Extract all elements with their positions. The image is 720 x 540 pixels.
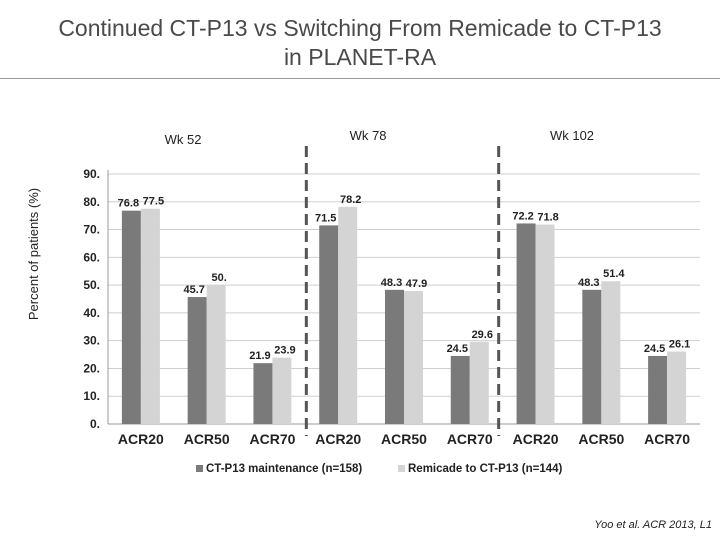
y-tick-label: 90. <box>83 167 100 181</box>
bar <box>535 224 555 424</box>
data-label: 72.2 <box>512 210 533 222</box>
data-label: 76.8 <box>118 198 139 210</box>
legend-label: Remicade to CT-P13 (n=144) <box>408 463 563 475</box>
period-label: Wk 52 <box>165 132 202 147</box>
title-divider <box>0 78 720 79</box>
x-tick-label: ACR50 <box>381 431 427 447</box>
x-tick-label: ACR20 <box>315 431 361 447</box>
x-tick-label: ACR20 <box>513 431 559 447</box>
bar <box>450 355 470 424</box>
x-tick-label: ACR70 <box>447 431 493 447</box>
bar <box>582 289 602 424</box>
data-label: 48.3 <box>381 277 402 289</box>
data-label: 23.9 <box>274 345 295 357</box>
x-tick-label: ACR50 <box>184 431 230 447</box>
data-label: 26.1 <box>669 339 690 351</box>
bar <box>516 223 536 424</box>
data-label: 48.3 <box>578 277 599 289</box>
data-label: 78.2 <box>340 194 361 206</box>
bar <box>469 341 489 424</box>
bar <box>272 357 292 424</box>
legend-label: CT-P13 maintenance (n=158) <box>206 463 362 475</box>
citation: Yoo et al. ACR 2013, L1 <box>594 519 712 531</box>
bar <box>187 297 207 424</box>
x-tick-label: ACR50 <box>578 431 624 447</box>
x-tick-label: ACR70 <box>644 431 690 447</box>
y-tick-label: 10. <box>83 389 100 403</box>
slide-title: Continued CT-P13 vs Switching From Remic… <box>0 14 720 72</box>
x-tick-label: ACR70 <box>249 431 295 447</box>
y-tick-label: 60. <box>83 250 100 264</box>
bar <box>206 285 226 424</box>
bar <box>404 290 423 424</box>
bar <box>385 289 404 424</box>
bar <box>121 210 141 424</box>
bar <box>338 206 358 424</box>
data-label: 21.9 <box>249 350 270 362</box>
bar <box>253 363 273 424</box>
data-label: 51.4 <box>603 268 625 280</box>
bar <box>140 208 160 424</box>
data-label: 29.6 <box>472 329 493 341</box>
legend-swatch <box>398 465 405 472</box>
bar <box>319 225 339 424</box>
y-tick-label: 70. <box>83 223 100 237</box>
data-label: 71.8 <box>537 212 558 224</box>
title-line-1: Continued CT-P13 vs Switching From Remic… <box>58 15 662 41</box>
data-label: 45.7 <box>183 284 204 296</box>
data-label: 71.5 <box>315 212 336 224</box>
y-axis-label: Percent of patients (%) <box>26 188 41 320</box>
data-label: 77.5 <box>143 196 164 208</box>
bar <box>601 281 621 424</box>
title-line-2: in PLANET-RA <box>283 44 437 70</box>
data-label: 50. <box>212 272 227 284</box>
bar <box>667 351 687 424</box>
data-label: 24.5 <box>644 343 665 355</box>
period-label: Wk 102 <box>550 128 594 143</box>
period-label: Wk 78 <box>350 128 387 143</box>
y-tick-label: 40. <box>83 306 100 320</box>
x-tick-label: ACR20 <box>118 431 164 447</box>
bar <box>648 355 668 424</box>
data-label: 47.9 <box>406 278 427 290</box>
y-tick-label: 80. <box>83 195 100 209</box>
y-tick-label: 0. <box>90 417 100 431</box>
y-tick-label: 50. <box>83 278 100 292</box>
y-tick-label: 30. <box>83 334 100 348</box>
data-label: 24.5 <box>447 343 468 355</box>
legend-swatch <box>196 465 203 472</box>
y-tick-label: 20. <box>83 361 100 375</box>
